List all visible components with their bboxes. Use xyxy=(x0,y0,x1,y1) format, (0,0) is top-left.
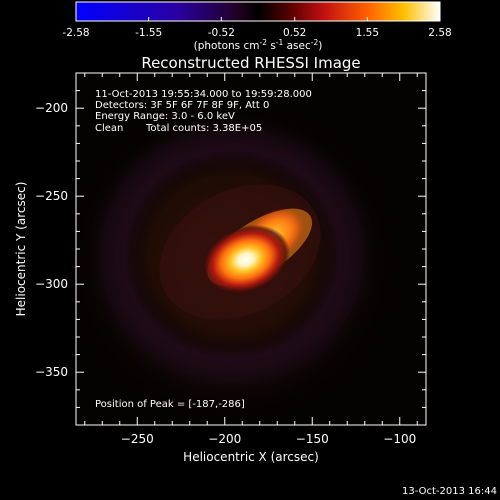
x-tick-label: −200 xyxy=(208,432,241,446)
x-tick-label: −250 xyxy=(121,432,154,446)
peak-position-text: Position of Peak = [-187,-286] xyxy=(95,399,245,410)
annotations: 11-Oct-2013 19:55:34.000 to 19:59:28.000… xyxy=(95,89,312,410)
total-counts-text: Total counts: 3.38E+05 xyxy=(145,123,262,134)
colorbar-units: (photons cm-2 s-1 asec-2) xyxy=(194,38,323,52)
energy-range-text: Energy Range: 3.0 - 6.0 keV xyxy=(95,111,235,122)
axes: −250 −200 −150 −100 −200 −250 −300 −350 xyxy=(35,72,426,446)
x-tick-label: −150 xyxy=(296,432,329,446)
colorbar-tick-label: -0.52 xyxy=(208,27,235,39)
colorbar-tick-label: 0.52 xyxy=(283,27,306,39)
time-range-text: 11-Oct-2013 19:55:34.000 to 19:59:28.000 xyxy=(95,89,312,100)
detectors-text: Detectors: 3F 5F 6F 7F 8F 9F, Att 0 xyxy=(95,100,269,111)
y-tick-label: −350 xyxy=(35,365,68,379)
colorbar-ticks: -2.58 -1.55 -0.52 0.52 1.55 2.58 xyxy=(62,17,452,39)
colorbar: -2.58 -1.55 -0.52 0.52 1.55 2.58 (photons cm-… xyxy=(62,1,452,52)
chart-title: Reconstructed RHESSI Image xyxy=(141,54,360,72)
footer-timestamp: 13-Oct-2013 16:44 xyxy=(402,486,497,497)
colorbar-tick-label: 1.55 xyxy=(356,27,379,39)
y-tick-label: −200 xyxy=(35,101,68,115)
colorbar-tick-label: -2.58 xyxy=(62,27,89,39)
x-tick-label: −100 xyxy=(383,432,416,446)
heatmap-plot xyxy=(76,73,426,425)
x-axis-title: Heliocentric X (arcsec) xyxy=(183,450,319,464)
sources xyxy=(201,206,313,295)
colorbar-tick-label: -1.55 xyxy=(135,27,162,39)
y-tick-label: −250 xyxy=(35,189,68,203)
primary-source xyxy=(201,224,290,295)
y-tick-label: −300 xyxy=(35,277,68,291)
y-axis-title: Heliocentric Y (arcsec) xyxy=(14,182,28,317)
clean-method-text: Clean xyxy=(95,123,123,134)
colorbar-gradient xyxy=(75,1,441,22)
colorbar-tick-label: 2.58 xyxy=(428,27,451,39)
